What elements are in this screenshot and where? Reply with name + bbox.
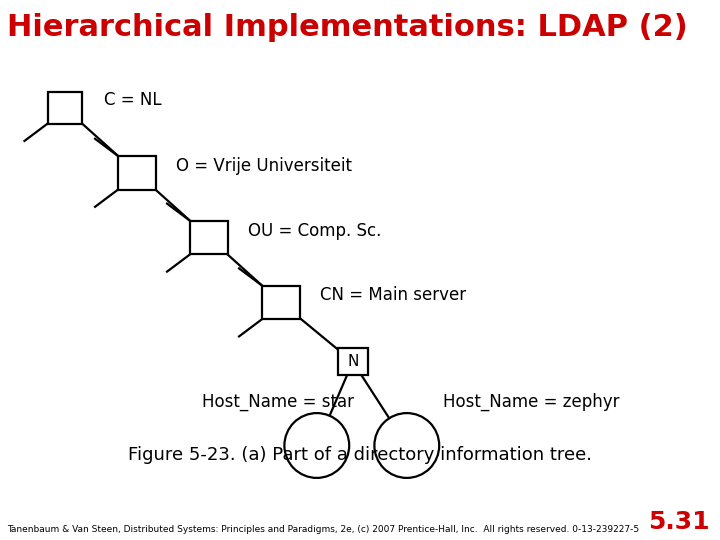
Text: Host_Name = star: Host_Name = star — [202, 393, 354, 411]
Text: Host_Name = zephyr: Host_Name = zephyr — [443, 393, 619, 411]
FancyBboxPatch shape — [338, 348, 368, 375]
Ellipse shape — [284, 413, 349, 478]
FancyBboxPatch shape — [48, 92, 82, 124]
Text: O = Vrije Universiteit: O = Vrije Universiteit — [176, 157, 352, 175]
FancyBboxPatch shape — [190, 221, 228, 254]
Text: N: N — [347, 354, 359, 369]
Text: OU = Comp. Sc.: OU = Comp. Sc. — [248, 221, 382, 240]
Text: CN = Main server: CN = Main server — [320, 286, 467, 305]
Ellipse shape — [374, 413, 439, 478]
FancyBboxPatch shape — [262, 286, 300, 319]
Text: Figure 5-23. (a) Part of a directory information tree.: Figure 5-23. (a) Part of a directory inf… — [128, 446, 592, 463]
Text: Hierarchical Implementations: LDAP (2): Hierarchical Implementations: LDAP (2) — [7, 14, 688, 43]
Text: 5.31: 5.31 — [647, 510, 709, 534]
Text: Tanenbaum & Van Steen, Distributed Systems: Principles and Paradigms, 2e, (c) 20: Tanenbaum & Van Steen, Distributed Syste… — [7, 524, 639, 534]
FancyBboxPatch shape — [118, 156, 156, 190]
Text: C = NL: C = NL — [104, 91, 162, 109]
